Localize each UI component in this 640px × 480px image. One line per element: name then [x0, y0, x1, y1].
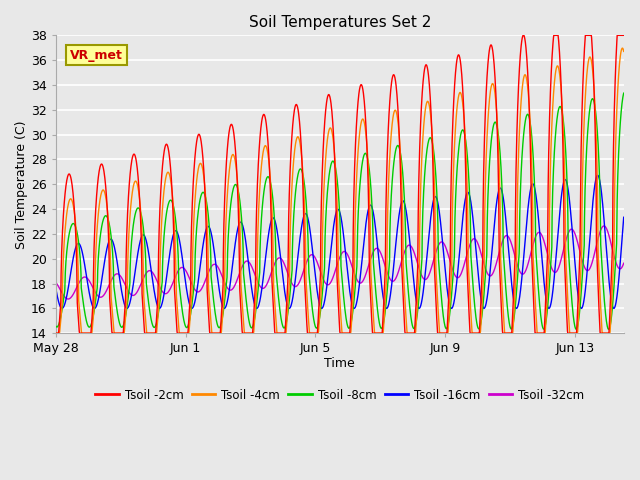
Legend: Tsoil -2cm, Tsoil -4cm, Tsoil -8cm, Tsoil -16cm, Tsoil -32cm: Tsoil -2cm, Tsoil -4cm, Tsoil -8cm, Tsoi… — [90, 384, 589, 406]
Y-axis label: Soil Temperature (C): Soil Temperature (C) — [15, 120, 28, 249]
Title: Soil Temperatures Set 2: Soil Temperatures Set 2 — [248, 15, 431, 30]
X-axis label: Time: Time — [324, 357, 355, 370]
Text: VR_met: VR_met — [70, 49, 123, 62]
